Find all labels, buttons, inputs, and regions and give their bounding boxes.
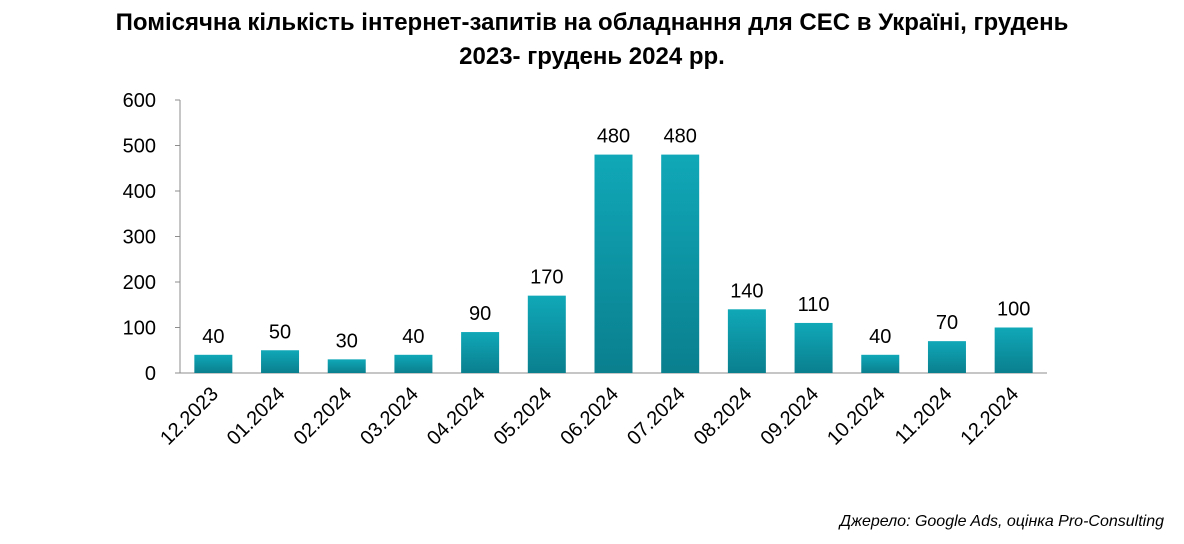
x-tick-label: 08.2024 [690, 383, 757, 450]
bar [727, 309, 766, 373]
data-label: 100 [997, 299, 1030, 321]
data-label: 50 [269, 321, 291, 343]
y-tick-label: 300 [123, 227, 156, 249]
x-tick-label: 04.2024 [423, 383, 490, 450]
chart-title: Помісячна кількість інтернет-запитів на … [0, 6, 1184, 74]
y-tick-label: 200 [123, 272, 156, 294]
x-tick-label: 02.2024 [290, 383, 357, 450]
x-tick-label: 10.2024 [823, 383, 890, 450]
x-tick-label: 09.2024 [756, 383, 823, 450]
bar [994, 327, 1033, 373]
source-note: Джерело: Google Ads, оцінка Pro-Consulti… [839, 513, 1164, 530]
x-tick-label: 03.2024 [356, 383, 423, 450]
bar [861, 354, 900, 373]
y-tick-label: 0 [145, 363, 156, 385]
bar [261, 350, 300, 373]
bar [527, 295, 566, 373]
x-axis: 12.2023 01.2024 02.2024 03.2024 04.2024 05.20… [156, 372, 1047, 450]
data-label: 30 [336, 330, 358, 352]
bar [594, 154, 633, 373]
x-tick-label: 01.2024 [223, 383, 290, 450]
bars: 40 50 30 40 90 170 480 480 140 110 40 70 100 [194, 126, 1033, 373]
data-label: 70 [936, 312, 958, 334]
data-label: 480 [597, 126, 630, 148]
bar [661, 154, 700, 373]
y-tick-label: 400 [123, 181, 156, 203]
x-tick-label: 05.2024 [490, 383, 557, 450]
bar [327, 359, 366, 373]
bar [461, 332, 500, 373]
bar [194, 354, 233, 373]
y-tick-label: 600 [123, 90, 156, 112]
x-tick-label: 11.2024 [891, 383, 957, 449]
x-tick-label: 12.2023 [156, 383, 223, 450]
data-label: 110 [798, 294, 830, 316]
y-tick-label: 100 [123, 318, 156, 340]
data-label: 40 [869, 326, 891, 348]
data-label: 90 [469, 303, 491, 325]
y-tick-label: 500 [123, 136, 156, 158]
chart-title-line-2: 2023- грудень 2024 рр. [459, 43, 725, 70]
data-label: 140 [730, 280, 763, 302]
data-label: 40 [402, 326, 424, 348]
data-label: 170 [530, 267, 563, 289]
chart-title-line-1: Помісячна кількість інтернет-запитів на … [115, 9, 1069, 36]
bar [927, 341, 966, 373]
bar [794, 322, 833, 373]
bar [394, 354, 433, 373]
x-tick-label: 12.2024 [957, 383, 1024, 450]
x-tick-label: 06.2024 [556, 383, 623, 450]
x-tick-label: 07.2024 [623, 383, 690, 450]
y-axis: 0 100 200 300 400 500 600 [123, 90, 181, 385]
data-label: 40 [202, 326, 224, 348]
data-label: 480 [664, 126, 697, 148]
